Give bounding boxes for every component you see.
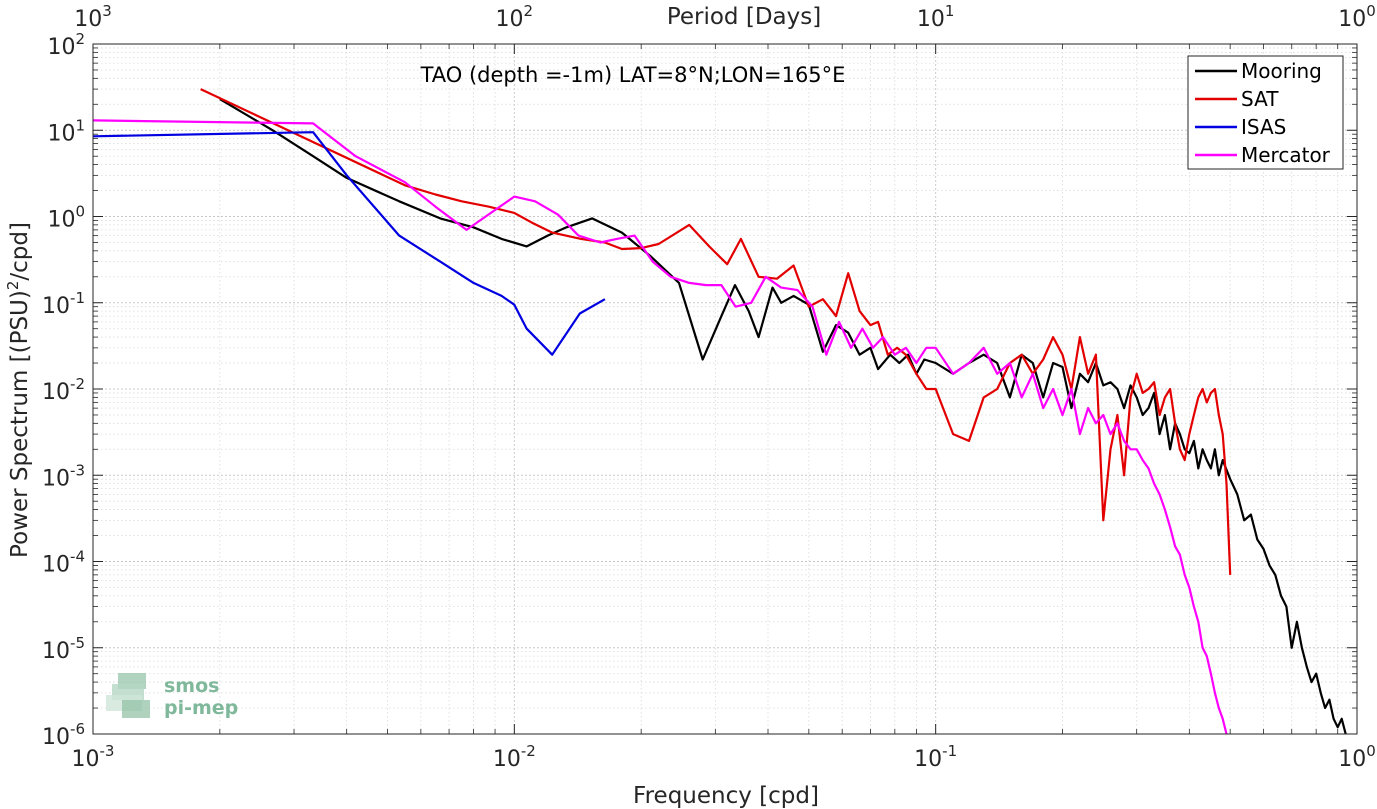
legend-label-sat: SAT (1241, 87, 1279, 111)
legend: Mooring SAT ISAS Mercator (1187, 55, 1344, 170)
station-annotation: TAO (depth =-1m) LAT=8°N;LON=165°E (420, 63, 846, 87)
y-axis-label-main: Power Spectrum [(PSU) (7, 290, 33, 558)
smos-pimep-logo: smos pi-mep (106, 673, 238, 719)
y-tick-label: 101 (47, 116, 85, 146)
x-tick-label: 10-2 (493, 742, 536, 772)
top-tick-label: 103 (74, 2, 112, 32)
legend-label-mooring: Mooring (1241, 59, 1322, 83)
y-tick-label: 10-3 (42, 461, 85, 491)
legend-box (1187, 55, 1344, 170)
x-tick-label: 10-1 (914, 742, 957, 772)
series-line-isas (92, 131, 606, 356)
y-tick-label: 100 (47, 203, 85, 233)
logo-text-pimep: pi-mep (164, 697, 238, 719)
series-line-mooring (219, 98, 1347, 735)
top-tick-label: 101 (917, 2, 955, 32)
series-line-mercator (92, 119, 1228, 735)
logo-mark-4 (122, 700, 150, 718)
y-tick-label: 10-4 (42, 548, 85, 578)
y-tick-label: 102 (47, 30, 85, 60)
x-tick-label: 10-3 (72, 742, 115, 772)
y-axis-label-unit: /cpd] (7, 222, 33, 281)
series-lines (92, 88, 1347, 735)
y-tick-label: 10-6 (42, 720, 85, 750)
y-axis-label: Power Spectrum [(PSU)2/cpd] (4, 222, 33, 558)
top-tick-label: 100 (1338, 2, 1376, 32)
top-tick-label: 102 (496, 2, 534, 32)
x-tick-label: 100 (1338, 742, 1376, 772)
y-tick-label: 10-1 (42, 289, 85, 319)
top-axis-label: Period [Days] (667, 4, 821, 30)
legend-label-mercator: Mercator (1241, 143, 1331, 167)
y-tick-label: 10-5 (42, 634, 85, 664)
y-axis-label-exponent: 2 (4, 281, 22, 291)
y-tick-label: 10-2 (42, 375, 85, 405)
axes-box (92, 43, 1358, 735)
legend-label-isas: ISAS (1241, 115, 1286, 139)
x-axis-label: Frequency [cpd] (633, 783, 819, 809)
logo-text-smos: smos (164, 675, 219, 697)
